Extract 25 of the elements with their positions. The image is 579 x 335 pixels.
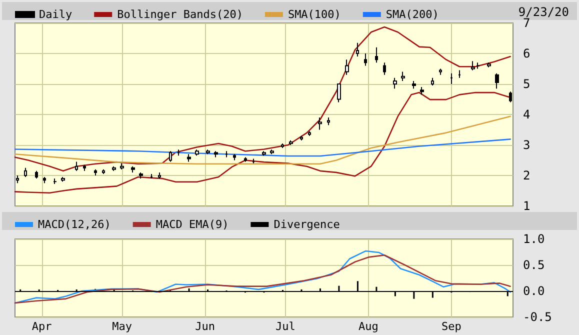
- y-tick-label: 1.0: [523, 232, 545, 246]
- legend-label: SMA(200): [386, 8, 439, 21]
- legend-label: Divergence: [274, 218, 340, 231]
- y-tick-label: 1: [523, 199, 530, 213]
- legend-label: MACD EMA(9): [156, 218, 229, 231]
- x-tick-label: Aug: [358, 320, 378, 333]
- y-tick-label: 0.5: [523, 258, 545, 272]
- legend-label: MACD(12,26): [38, 218, 111, 231]
- y-tick-label: 0.0: [523, 284, 545, 298]
- y-tick-label: 6: [523, 46, 530, 60]
- x-tick-label: Jun: [195, 320, 216, 333]
- x-tick-label: Sep: [441, 320, 462, 333]
- legend-label: SMA(100): [288, 8, 341, 21]
- y-tick-label: -0.5: [523, 310, 552, 324]
- y-tick-label: 7: [523, 16, 530, 30]
- y-tick-label: 2: [523, 168, 530, 182]
- legend-label: Bollinger Bands(20): [117, 8, 243, 21]
- legend-label: Daily: [39, 8, 72, 21]
- y-tick-label: 3: [523, 138, 530, 152]
- x-tick-label: Apr: [32, 320, 52, 333]
- text: 9/23/20: [518, 5, 570, 19]
- x-tick-label: May: [112, 320, 132, 333]
- y-tick-label: 4: [523, 108, 530, 122]
- x-tick-label: Jul: [275, 320, 296, 333]
- y-tick-label: 5: [523, 77, 530, 91]
